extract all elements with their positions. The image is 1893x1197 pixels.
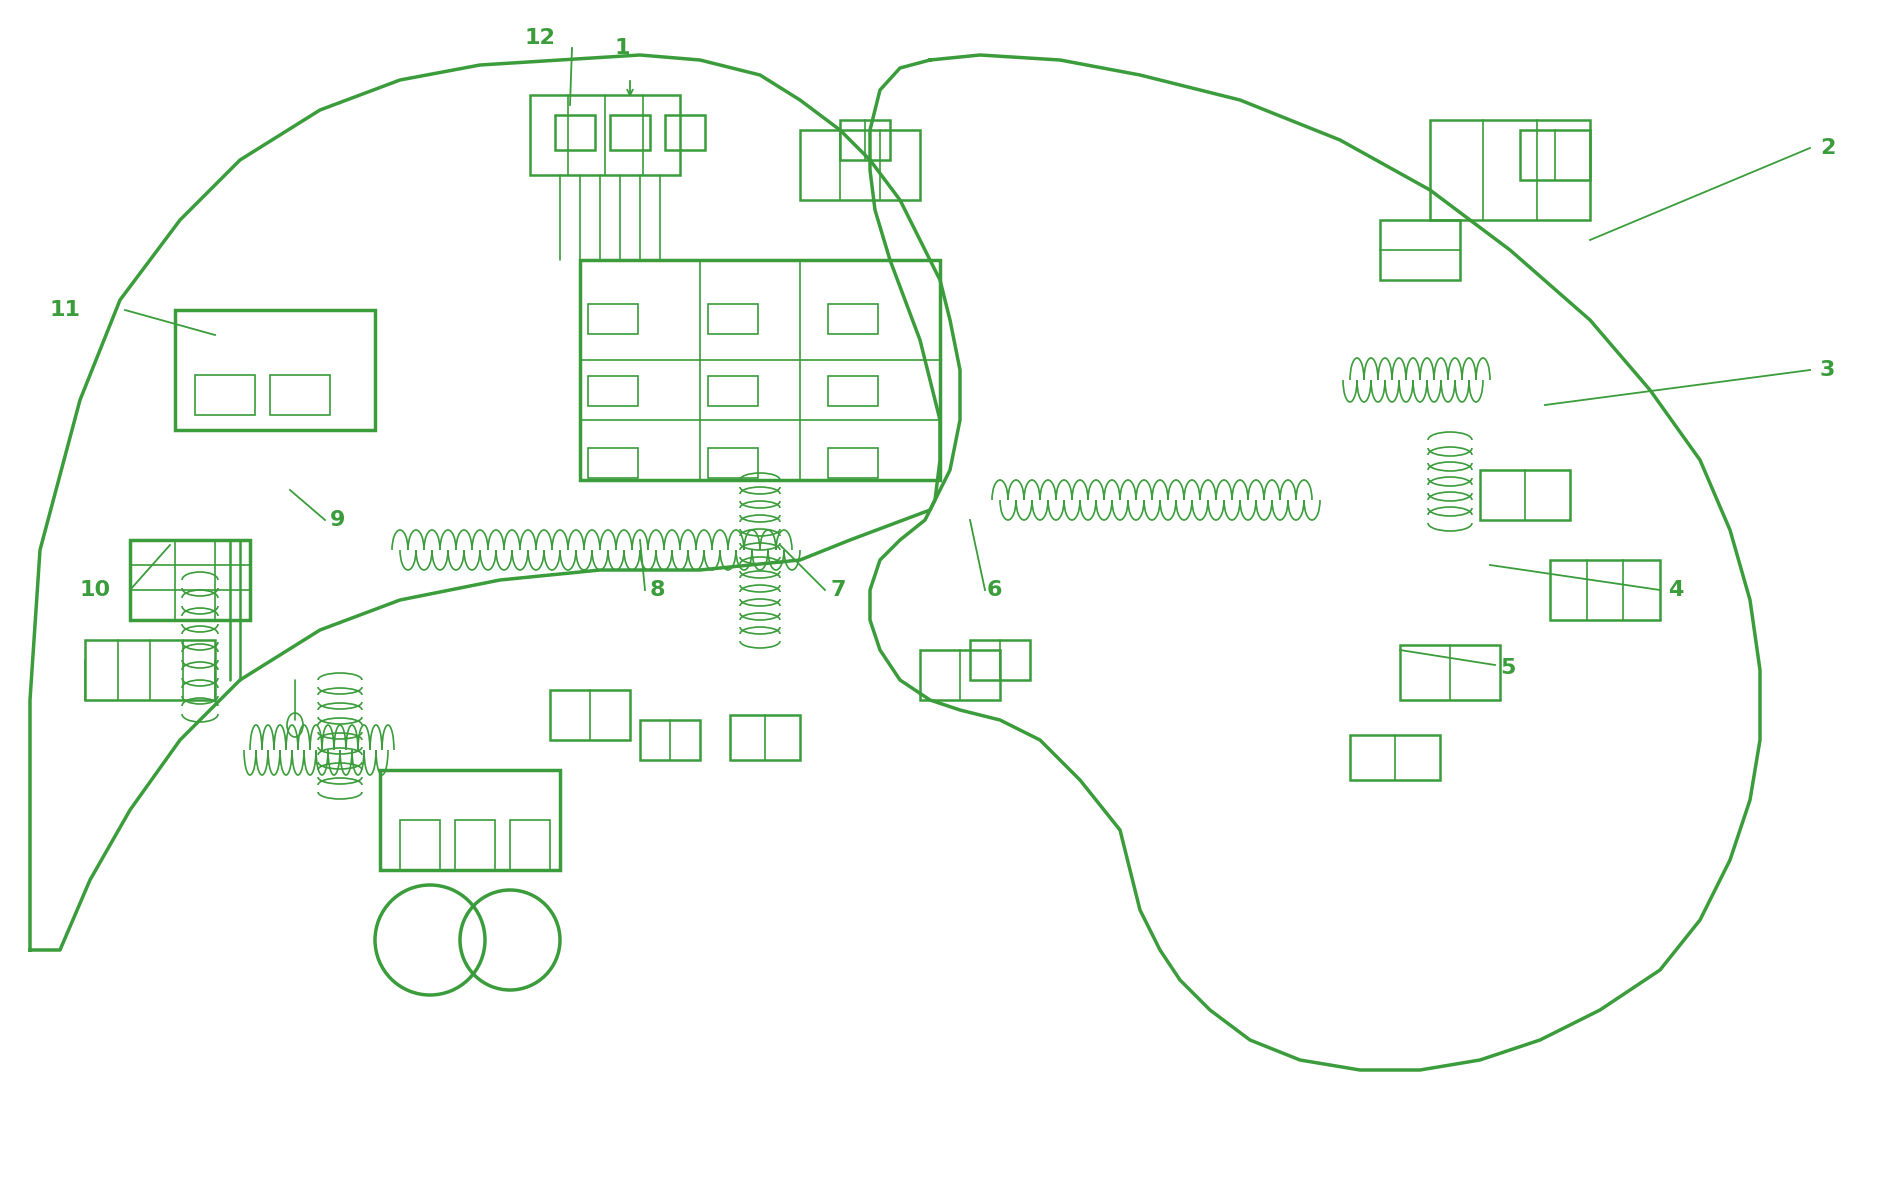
Bar [85,640,216,700]
Bar [399,820,439,870]
Bar [579,260,941,480]
Bar [530,95,680,175]
Bar [555,115,594,150]
Bar [969,640,1030,680]
Bar [131,540,250,620]
Bar [454,820,494,870]
Bar [731,715,801,760]
Text: 6: 6 [986,581,1003,600]
Bar [589,448,638,478]
Text: 1: 1 [613,38,630,57]
Bar [589,304,638,334]
Bar [271,375,329,415]
Bar [1480,470,1569,519]
Bar [640,721,700,760]
Text: 7: 7 [829,581,846,600]
Bar [551,689,630,740]
Bar [195,375,256,415]
Bar [827,448,878,478]
Bar [589,376,638,406]
Bar [827,304,878,334]
Bar [1429,120,1590,220]
Text: 12: 12 [524,28,555,48]
Text: 3: 3 [1819,360,1836,379]
Text: 8: 8 [649,581,666,600]
Bar [801,130,920,200]
Bar [174,310,375,430]
Bar [1350,735,1441,780]
Bar [380,770,560,870]
Text: 2: 2 [1819,138,1836,158]
Bar [1380,220,1460,280]
Text: 11: 11 [49,300,81,320]
Bar [708,376,757,406]
Bar [708,448,757,478]
Text: 5: 5 [1499,658,1516,678]
Bar [509,820,551,870]
Bar [1550,560,1660,620]
Bar [664,115,704,150]
Bar [1520,130,1590,180]
Bar [708,304,757,334]
Bar [920,650,1000,700]
Text: 9: 9 [329,510,345,530]
Text: 4: 4 [1668,581,1683,600]
Text: 10: 10 [80,581,112,600]
Bar [840,120,890,160]
Bar [610,115,649,150]
Bar [1401,645,1499,700]
Bar [827,376,878,406]
